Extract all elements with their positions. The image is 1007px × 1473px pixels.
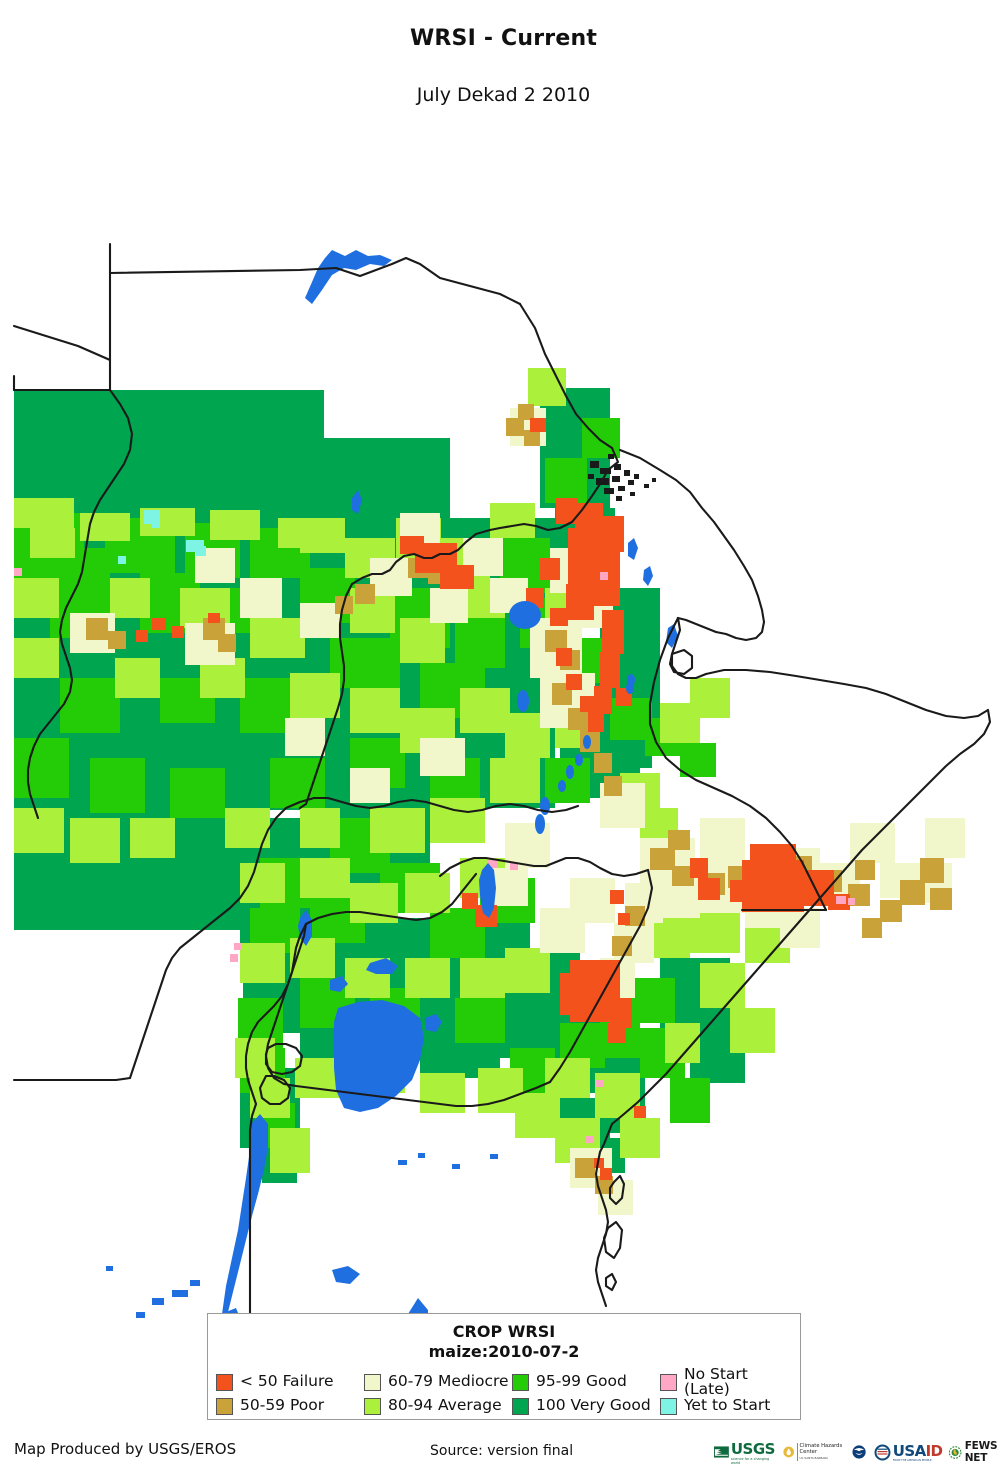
islands-layer (588, 454, 656, 501)
chc-logo-tagline: UC SANTA BARBARA (799, 1456, 828, 1461)
legend-swatch-failure (216, 1373, 233, 1391)
legend-label-poor: 50-59 Poor (240, 1396, 325, 1415)
legend-swatch-very-good (512, 1397, 529, 1415)
legend-item-good[interactable]: 95-99 Good (512, 1370, 660, 1394)
legend-swatch-no-start-late (660, 1373, 677, 1391)
legend-label-good: 95-99 Good (536, 1372, 627, 1391)
fews-globe-icon (949, 1445, 962, 1459)
usgs-mark-icon (714, 1446, 729, 1458)
legend-swatch-good (512, 1373, 529, 1391)
legend-item-failure[interactable]: < 50 Failure (216, 1370, 364, 1394)
chc-logo-text: Climate Hazards Center UC SANTA BARBARA (796, 1442, 844, 1462)
legend-items: < 50 Failure 60-79 Mediocre 95-99 Good N… (216, 1366, 794, 1418)
chc-logo: Climate Hazards Center UC SANTA BARBARA (783, 1442, 844, 1462)
legend-item-mediocre[interactable]: 60-79 Mediocre (364, 1370, 512, 1394)
legend-swatch-mediocre (364, 1373, 381, 1391)
usgs-logo-tagline: science for a changing world (730, 1457, 770, 1465)
usaid-logo-text: USAID (892, 1442, 943, 1461)
legend-label-no-start-late: No Start (Late) (684, 1364, 748, 1398)
usaid-seal-icon (874, 1444, 891, 1460)
usaid-logo: USAID FROM THE AMERICAN PEOPLE (874, 1441, 943, 1463)
legend-label-mediocre: 60-79 Mediocre (388, 1372, 509, 1391)
legend-item-poor[interactable]: 50-59 Poor (216, 1394, 364, 1418)
footer-logos: USGS science for a changing world Climat… (714, 1437, 1007, 1467)
border-layer (12, 242, 992, 1318)
usgs-logo-text: USGS (730, 1440, 776, 1459)
legend-label-failure: < 50 Failure (240, 1372, 334, 1391)
map-legend: CROP WRSI maize:2010-07-2 < 50 Failure 6… (207, 1313, 801, 1420)
legend-item-yet-to-start[interactable]: Yet to Start (660, 1394, 794, 1418)
chc-droplet-icon (783, 1446, 795, 1458)
fews-net-logo: FEWS NET (949, 1440, 1007, 1464)
legend-label-very-good: 100 Very Good (536, 1396, 651, 1415)
fews-logo-text: FEWS NET (964, 1440, 998, 1464)
chc-logo-label: Climate Hazards Center (799, 1442, 843, 1455)
usaid-logo-tagline: FROM THE AMERICAN PEOPLE (892, 1459, 932, 1463)
water-layer (106, 250, 678, 1318)
legend-item-average[interactable]: 80-94 Average (364, 1394, 512, 1418)
legend-item-very-good[interactable]: 100 Very Good (512, 1394, 660, 1418)
legend-label-average: 80-94 Average (388, 1396, 502, 1415)
legend-label-yet-to-start: Yet to Start (684, 1396, 771, 1415)
wrsi-raster-layer (14, 368, 965, 1215)
page-subtitle: July Dekad 2 2010 (416, 84, 591, 106)
legend-swatch-average (364, 1397, 381, 1415)
legend-swatch-poor (216, 1397, 233, 1415)
map-svg[interactable] (0, 118, 1007, 1318)
footer-source: Source: version final (430, 1443, 574, 1459)
page-title: WRSI - Current (409, 26, 598, 51)
map-canvas[interactable] (0, 118, 1007, 1318)
usgs-logo: USGS science for a changing world (714, 1439, 776, 1465)
noaa-logo (852, 1445, 866, 1459)
legend-subtitle: maize:2010-07-2 (428, 1342, 580, 1362)
legend-title: CROP WRSI (452, 1322, 556, 1341)
legend-swatch-yet-to-start (660, 1397, 677, 1415)
legend-item-no-start-late[interactable]: No Start (Late) (660, 1366, 794, 1397)
footer-produced-by: Map Produced by USGS/EROS (14, 1440, 237, 1458)
